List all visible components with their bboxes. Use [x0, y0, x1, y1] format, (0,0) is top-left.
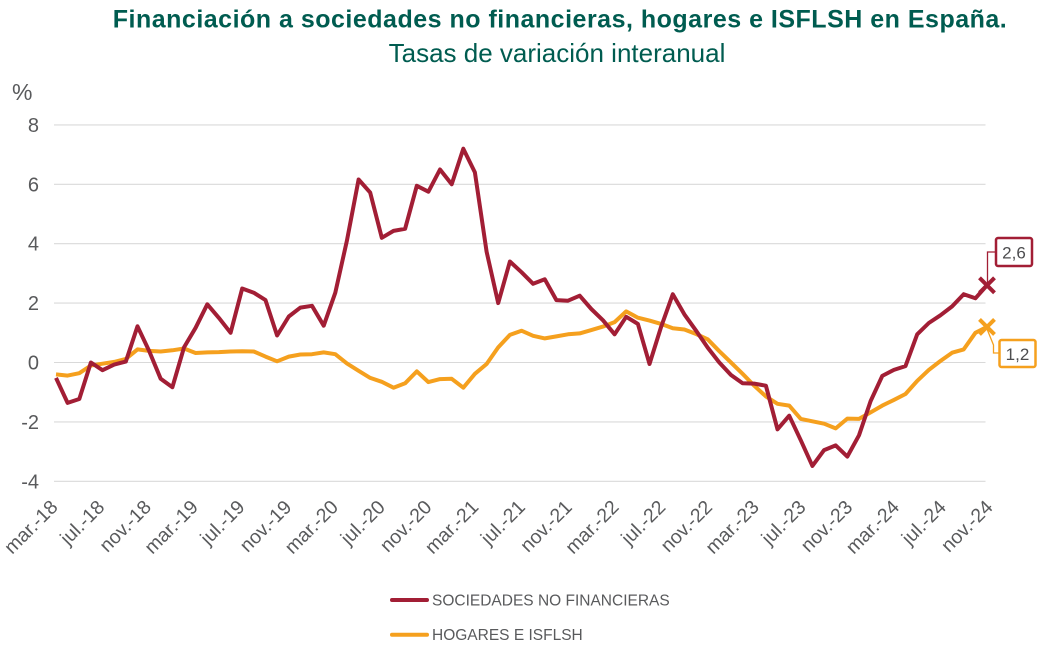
svg-text:2: 2 — [28, 293, 39, 315]
svg-text:6: 6 — [28, 174, 39, 196]
svg-text:4: 4 — [28, 234, 39, 256]
svg-text:2,6: 2,6 — [1002, 244, 1026, 263]
svg-text:-2: -2 — [21, 412, 39, 434]
svg-text:8: 8 — [28, 115, 39, 137]
svg-text:Financiación a sociedades no f: Financiación a sociedades no financieras… — [113, 6, 1008, 34]
svg-text:1,2: 1,2 — [1006, 345, 1030, 364]
svg-text:SOCIEDADES NO FINANCIERAS: SOCIEDADES NO FINANCIERAS — [432, 593, 670, 610]
svg-text:0: 0 — [28, 353, 39, 375]
svg-text:Tasas de variación interanual: Tasas de variación interanual — [389, 38, 726, 68]
svg-text:%: % — [12, 79, 32, 105]
svg-text:HOGARES E ISFLSH: HOGARES E ISFLSH — [432, 627, 583, 644]
svg-text:-4: -4 — [21, 471, 39, 493]
